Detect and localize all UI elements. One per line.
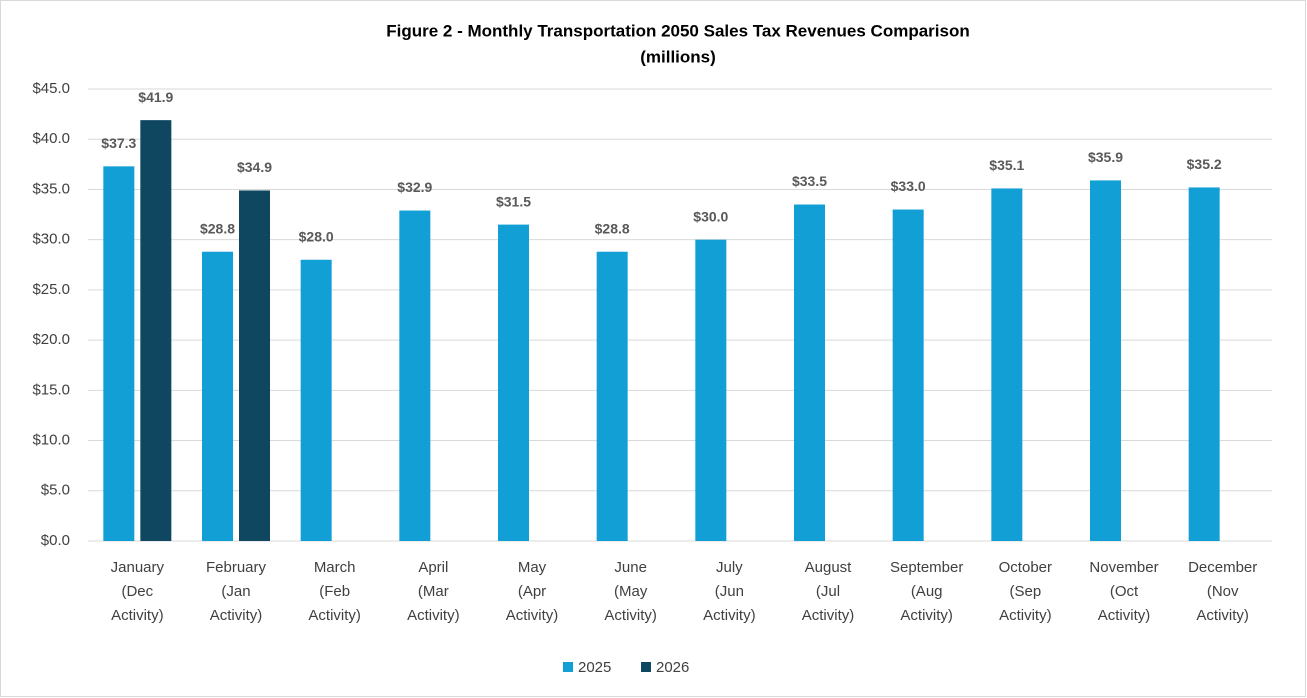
y-tick-label: $10.0 — [32, 432, 70, 449]
bar — [794, 204, 825, 541]
value-label: $33.0 — [891, 178, 926, 194]
chart-title: Figure 2 - Monthly Transportation 2050 S… — [386, 21, 970, 40]
x-tick-label: Activity) — [802, 607, 855, 624]
x-tick-label: (May — [614, 583, 648, 600]
bar — [140, 120, 172, 541]
x-tick-label: December — [1188, 559, 1257, 576]
value-label: $31.5 — [496, 193, 531, 209]
x-tick-label: February — [206, 559, 267, 576]
bar — [596, 251, 628, 541]
bar — [695, 239, 727, 541]
y-tick-label: $25.0 — [32, 281, 70, 298]
y-tick-label: $35.0 — [32, 180, 70, 197]
value-label: $33.5 — [792, 173, 827, 189]
x-tick-label: June — [614, 559, 647, 576]
value-label: $28.8 — [200, 220, 235, 236]
x-tick-label: March — [314, 559, 356, 576]
x-tick-label: January — [111, 559, 165, 576]
x-tick-label: Activity) — [506, 607, 559, 624]
x-tick-label: Activity) — [210, 607, 263, 624]
chart-subtitle: (millions) — [640, 47, 716, 66]
x-tick-label: (Feb — [319, 583, 350, 600]
x-tick-label: (Dec — [121, 583, 153, 600]
x-tick-label: (Oct — [1110, 583, 1139, 600]
x-tick-label: Activity) — [900, 607, 953, 624]
value-label: $28.8 — [595, 220, 630, 236]
x-tick-label: April — [418, 559, 448, 576]
x-tick-label: (Jan — [221, 583, 250, 600]
x-tick-label: May — [518, 559, 547, 576]
x-tick-label: Activity) — [407, 607, 460, 624]
bar — [300, 259, 332, 541]
value-label: $37.3 — [101, 135, 136, 151]
y-tick-label: $40.0 — [32, 130, 70, 147]
value-label: $41.9 — [138, 89, 173, 105]
x-tick-label: (Apr — [518, 583, 546, 600]
value-label: $34.9 — [237, 159, 272, 175]
legend-label: 2025 — [578, 659, 611, 676]
x-tick-label: (Jul — [816, 583, 840, 600]
value-label: $30.0 — [693, 208, 728, 224]
bar — [103, 166, 135, 541]
x-tick-label: (Nov — [1207, 583, 1239, 600]
bar — [1188, 187, 1220, 542]
legend-swatch — [563, 662, 573, 672]
x-tick-label: (Jun — [715, 583, 744, 600]
bar — [202, 251, 233, 541]
y-tick-label: $45.0 — [32, 80, 70, 97]
bar — [498, 224, 529, 541]
bar — [1090, 180, 1121, 541]
value-label: $35.9 — [1088, 149, 1123, 165]
value-label: $35.1 — [989, 157, 1024, 173]
bar — [892, 209, 924, 542]
value-label: $28.0 — [299, 228, 334, 244]
bar — [239, 190, 270, 541]
x-tick-label: August — [805, 559, 853, 576]
y-tick-label: $0.0 — [41, 532, 70, 549]
value-label: $32.9 — [397, 179, 432, 195]
x-tick-label: Activity) — [703, 607, 756, 624]
y-tick-label: $5.0 — [41, 482, 70, 499]
x-tick-label: Activity) — [308, 607, 361, 624]
x-tick-label: Activity) — [999, 607, 1052, 624]
legend-label: 2026 — [656, 659, 689, 676]
x-tick-label: (Mar — [418, 583, 449, 600]
x-tick-label: Activity) — [1098, 607, 1151, 624]
x-tick-label: (Sep — [1009, 583, 1041, 600]
bar — [991, 188, 1023, 541]
x-tick-label: Activity) — [111, 607, 164, 624]
y-tick-label: $30.0 — [32, 231, 70, 248]
x-tick-label: November — [1089, 559, 1158, 576]
x-tick-label: October — [999, 559, 1052, 576]
x-tick-label: September — [890, 559, 963, 576]
x-tick-label: Activity) — [604, 607, 657, 624]
bar — [399, 210, 431, 541]
y-tick-label: $15.0 — [32, 381, 70, 398]
x-tick-label: July — [716, 559, 743, 576]
y-tick-label: $20.0 — [32, 331, 70, 348]
value-label: $35.2 — [1187, 156, 1222, 172]
x-tick-label: Activity) — [1196, 607, 1249, 624]
legend-swatch — [641, 662, 651, 672]
x-tick-label: (Aug — [911, 583, 943, 600]
